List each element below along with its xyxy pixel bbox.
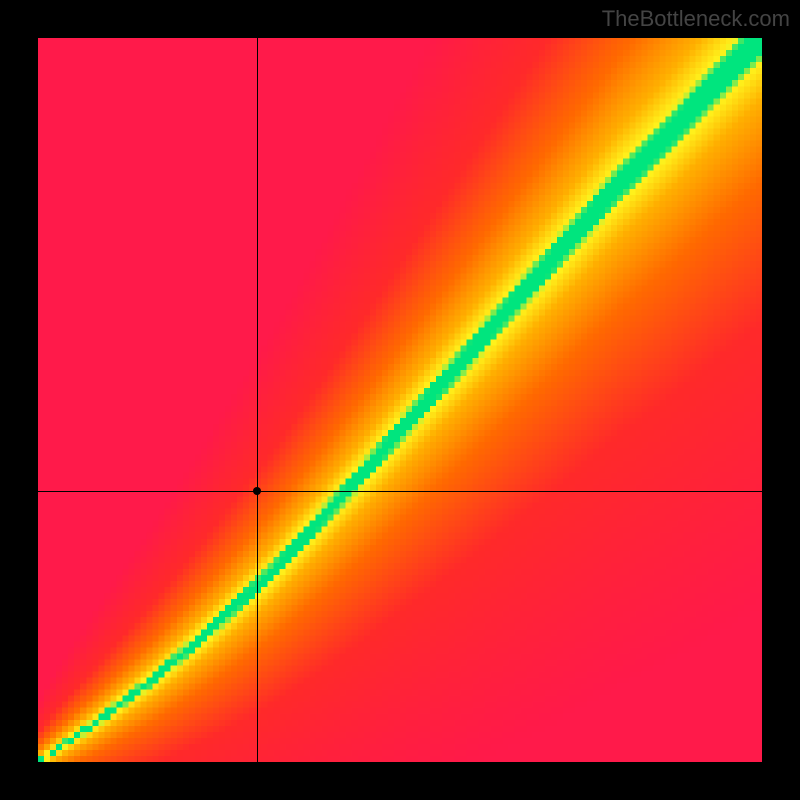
selection-marker[interactable] <box>253 487 261 495</box>
heatmap-canvas <box>38 38 762 762</box>
watermark: TheBottleneck.com <box>602 6 790 32</box>
bottleneck-heatmap <box>38 38 762 762</box>
crosshair-horizontal <box>38 491 762 492</box>
crosshair-vertical <box>257 38 258 762</box>
